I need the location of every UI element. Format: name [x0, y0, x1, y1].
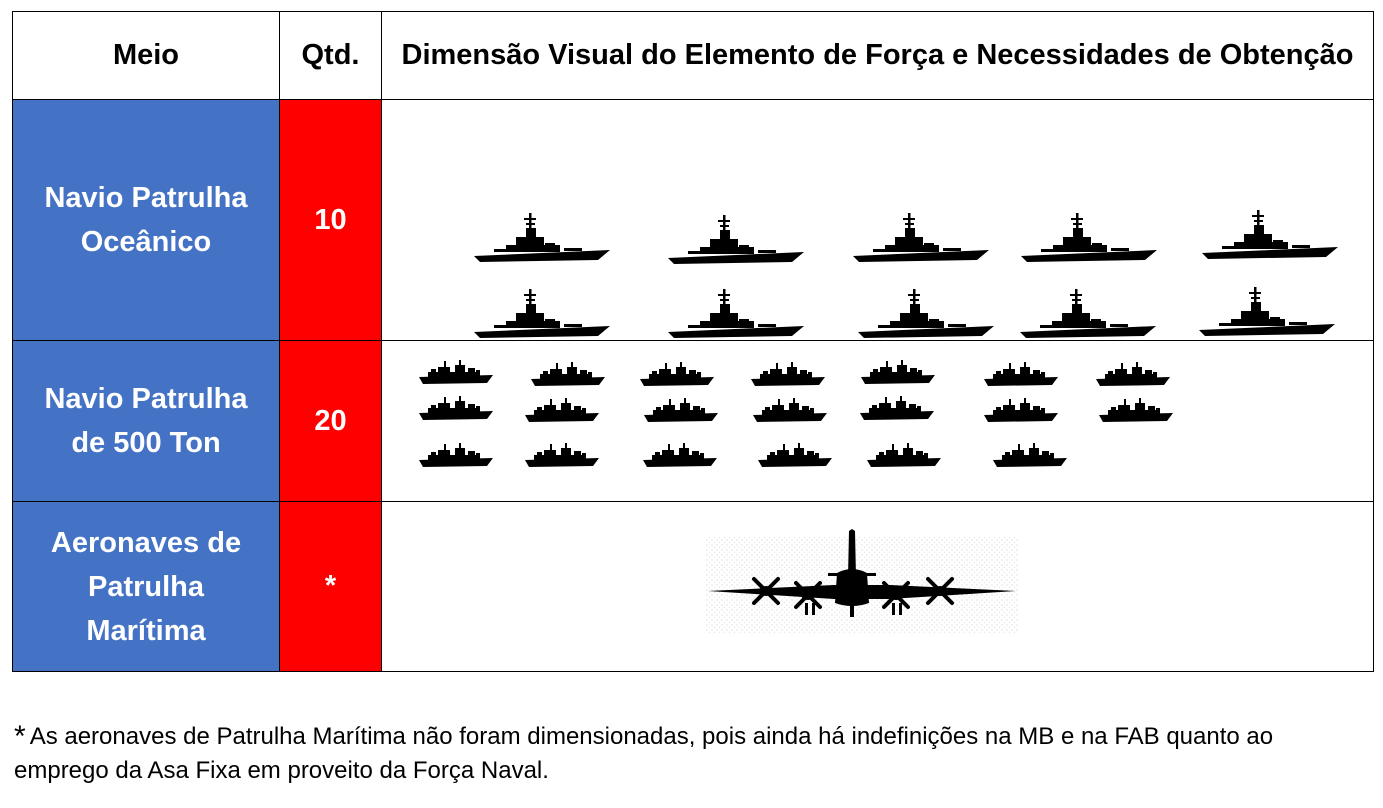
ocean-patrol-ship-icon — [472, 286, 612, 342]
patrol-ship-500t-icon — [860, 358, 936, 388]
meio-label-line: Patrulha — [87, 570, 205, 603]
patrol-ship-500t-icon — [992, 441, 1068, 471]
patrol-ship-500t-icon — [530, 360, 606, 390]
visual-cell — [381, 99, 1374, 342]
table-row: Navio Patrulha de 500 Ton 20 — [12, 340, 1374, 502]
meio-label-line: Aeronaves de — [50, 526, 242, 559]
footnote-marker: * — [14, 720, 26, 753]
ocean-patrol-ship-icon — [472, 210, 612, 266]
meio-cell: Navio Patrulha de 500 Ton — [12, 340, 280, 502]
patrol-ship-500t-icon — [983, 396, 1059, 426]
patrol-ship-500t-icon — [750, 360, 826, 390]
ocean-patrol-ship-icon — [851, 210, 991, 266]
ocean-patrol-ship-icon — [1197, 284, 1337, 340]
ocean-patrol-ship-icon — [666, 212, 806, 268]
ocean-patrol-ship-icon — [1200, 207, 1340, 263]
table-row: Aeronaves de Patrulha Marítima * — [12, 501, 1374, 672]
patrol-ship-500t-icon — [1095, 360, 1171, 390]
meio-label-line: Navio Patrulha — [44, 383, 248, 415]
meio-cell: Navio Patrulha Oceânico — [12, 99, 280, 341]
patrol-ship-500t-icon — [752, 396, 828, 426]
patrol-ship-500t-icon — [418, 441, 494, 471]
patrol-ship-500t-icon — [524, 441, 600, 471]
footnote-text: As aeronaves de Patrulha Marítima não fo… — [14, 723, 1274, 784]
meio-cell: Aeronaves de Patrulha Marítima — [12, 501, 280, 672]
qtd-cell: 10 — [279, 99, 382, 341]
patrol-ship-500t-icon — [524, 396, 600, 426]
qtd-cell: 20 — [279, 340, 382, 502]
patrol-ship-500t-icon — [418, 394, 494, 424]
footnote: * As aeronaves de Patrulha Marítima não f… — [14, 720, 1354, 788]
header-meio: Meio — [12, 11, 280, 100]
force-table: Meio Qtd. Dimensão Visual do Elemento de… — [12, 11, 1374, 672]
meio-label-line: Marítima — [86, 614, 206, 647]
visual-cell — [381, 501, 1374, 672]
header-row: Meio Qtd. Dimensão Visual do Elemento de… — [12, 11, 1374, 100]
patrol-ship-500t-icon — [418, 358, 494, 388]
ocean-patrol-ship-icon — [1018, 286, 1158, 342]
patrol-ship-500t-icon — [643, 396, 719, 426]
ocean-patrol-ship-icon — [1019, 210, 1159, 266]
patrol-ship-500t-icon — [859, 394, 935, 424]
qtd-cell: * — [279, 501, 382, 672]
header-qtd: Qtd. — [279, 11, 382, 100]
visual-cell — [381, 340, 1374, 502]
patrol-ship-500t-icon — [866, 441, 942, 471]
ocean-patrol-ship-icon — [666, 286, 806, 342]
patrol-ship-500t-icon — [639, 360, 715, 390]
meio-label-line: Navio Patrulha — [44, 182, 248, 214]
header-dimensao: Dimensão Visual do Elemento de Força e N… — [381, 11, 1374, 100]
table-row: Navio Patrulha Oceânico 10 — [12, 99, 1374, 342]
patrol-ship-500t-icon — [1098, 396, 1174, 426]
ocean-patrol-ship-icon — [856, 286, 996, 342]
meio-label-line: de 500 Ton — [71, 427, 221, 459]
patrol-ship-500t-icon — [757, 441, 833, 471]
maritime-patrol-aircraft-icon — [706, 529, 1018, 633]
meio-label-line: Oceânico — [80, 226, 212, 258]
patrol-ship-500t-icon — [642, 441, 718, 471]
patrol-ship-500t-icon — [983, 360, 1059, 390]
